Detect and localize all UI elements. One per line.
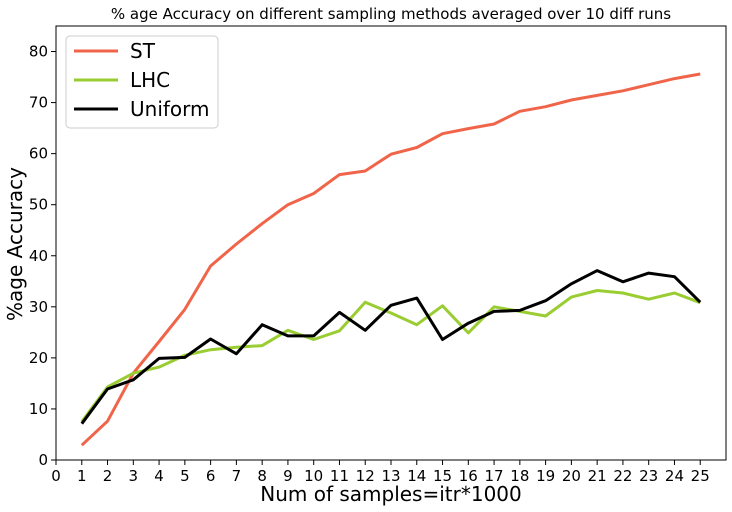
x-tick-label: 3 (129, 467, 139, 485)
legend-box (65, 35, 219, 129)
x-tick-label: 2 (103, 467, 113, 485)
y-tick-label: 40 (29, 247, 48, 265)
x-tick-label: 22 (613, 467, 632, 485)
legend-label-st: ST (130, 39, 156, 63)
x-tick-label: 5 (180, 467, 190, 485)
x-tick-label: 25 (691, 467, 710, 485)
x-tick-label: 12 (356, 467, 375, 485)
x-tick-label: 9 (283, 467, 293, 485)
x-tick-label: 13 (381, 467, 400, 485)
x-tick-label: 8 (257, 467, 267, 485)
y-tick-label: 10 (29, 400, 48, 418)
y-tick-label: 30 (29, 298, 48, 316)
x-tick-label: 21 (588, 467, 607, 485)
x-tick-label: 20 (562, 467, 581, 485)
y-tick-label: 50 (29, 196, 48, 214)
x-tick-label: 19 (536, 467, 555, 485)
series-lines (80, 72, 702, 447)
x-axis: 0 1 2 3 4 5 6 7 8 9 10 11 12 13 14 15 16 17 18 19 20 21 22 23 24… (51, 460, 710, 485)
x-tick-label: 16 (459, 467, 478, 485)
legend-label-lhc: LHC (130, 68, 170, 92)
x-tick-label: 11 (330, 467, 349, 485)
x-tick-label: 0 (51, 467, 61, 485)
legend: ST LHC Uniform (65, 35, 219, 129)
x-tick-label: 23 (639, 467, 658, 485)
series-line-lhc (80, 289, 701, 423)
y-tick-label: 80 (29, 43, 48, 61)
x-axis-label: Num of samples=itr*1000 (260, 482, 522, 506)
x-tick-label: 14 (407, 467, 426, 485)
y-tick-label: 20 (29, 349, 48, 367)
legend-label-uniform: Uniform (130, 97, 210, 121)
x-tick-label: 15 (433, 467, 452, 485)
y-axis: 0 10 20 30 40 50 60 70 80 (29, 43, 56, 469)
y-tick-label: 70 (29, 94, 48, 112)
y-axis-label: %age Accuracy (3, 167, 27, 321)
chart-title: % age Accuracy on different sampling met… (111, 5, 671, 23)
x-tick-label: 10 (304, 467, 323, 485)
y-tick-label: 60 (29, 145, 48, 163)
x-tick-label: 4 (154, 467, 164, 485)
series-line-st (80, 72, 701, 447)
series-line-uniform (80, 269, 702, 425)
y-tick-label: 0 (38, 451, 48, 469)
x-tick-label: 24 (665, 467, 684, 485)
x-tick-label: 17 (485, 467, 504, 485)
x-tick-label: 1 (77, 467, 87, 485)
x-tick-label: 18 (510, 467, 529, 485)
x-tick-label: 7 (232, 467, 242, 485)
x-tick-label: 6 (206, 467, 216, 485)
